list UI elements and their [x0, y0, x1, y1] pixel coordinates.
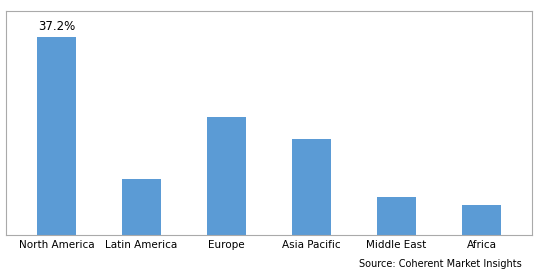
- Bar: [462, 205, 500, 234]
- Bar: [207, 118, 246, 234]
- Text: Source: Coherent Market Insights: Source: Coherent Market Insights: [359, 259, 522, 269]
- Text: 37.2%: 37.2%: [38, 20, 75, 33]
- Bar: [377, 197, 415, 234]
- Bar: [123, 179, 161, 234]
- Bar: [38, 36, 76, 234]
- Bar: [292, 139, 331, 234]
